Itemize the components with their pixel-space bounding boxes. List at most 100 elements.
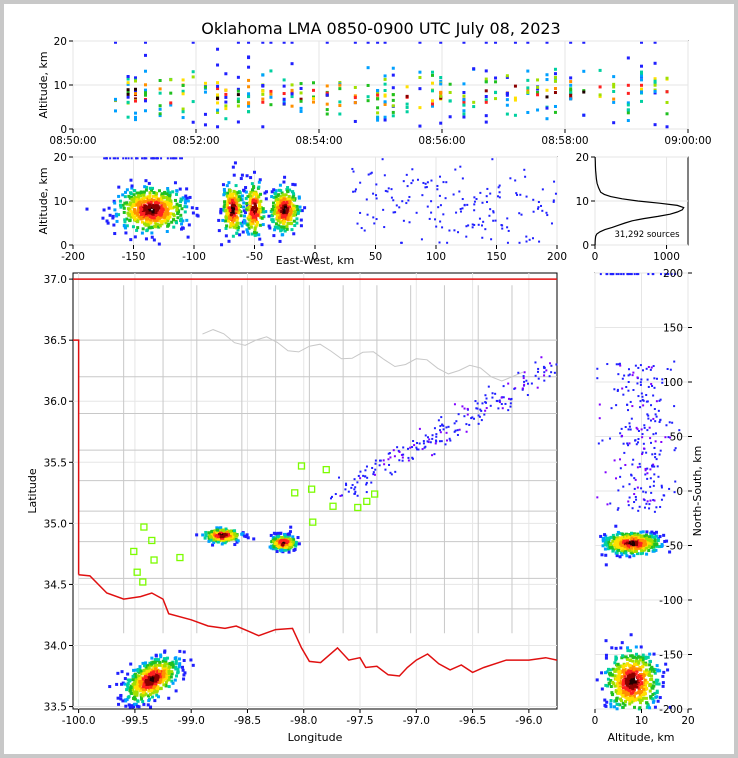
lightning-source xyxy=(619,537,623,541)
lightning-source xyxy=(181,92,185,96)
lightning-source xyxy=(621,686,625,690)
lightning-source xyxy=(654,456,657,459)
lightning-source xyxy=(545,211,548,214)
lightning-source xyxy=(478,217,481,220)
lightning-source xyxy=(637,273,640,276)
lightning-source xyxy=(630,536,634,540)
lightning-source xyxy=(171,663,175,667)
lightning-source xyxy=(127,157,130,160)
lightning-source xyxy=(652,480,655,483)
lightning-source xyxy=(639,534,643,538)
lightning-source xyxy=(433,453,436,456)
lightning-source xyxy=(611,549,615,553)
lightning-source xyxy=(191,70,195,74)
lightning-source xyxy=(261,207,265,211)
lightning-source xyxy=(409,446,412,449)
lightning-source xyxy=(626,56,630,60)
lightning-source xyxy=(615,477,618,480)
lightning-source xyxy=(643,539,647,543)
lightning-source xyxy=(619,539,623,543)
lightning-source xyxy=(274,203,278,207)
lightning-source xyxy=(629,666,633,670)
lightning-source xyxy=(359,211,362,214)
station-marker xyxy=(329,502,337,510)
lightning-source xyxy=(366,41,370,44)
lightning-source xyxy=(325,108,329,112)
lightning-source xyxy=(461,405,464,408)
lightning-source xyxy=(257,206,261,210)
lightning-source xyxy=(191,211,195,215)
lightning-source xyxy=(126,115,130,119)
lightning-source xyxy=(223,219,227,223)
lightning-source xyxy=(272,201,276,205)
lightning-source xyxy=(126,82,130,86)
x-tick-label: -150 xyxy=(122,251,146,263)
lightning-source xyxy=(513,84,517,88)
y-tick-label: -50 xyxy=(666,541,683,553)
lightning-source xyxy=(467,224,470,227)
lightning-source xyxy=(126,100,130,104)
lightning-source xyxy=(618,555,622,559)
lightning-source xyxy=(299,109,303,113)
lightning-source xyxy=(519,193,522,196)
lightning-source xyxy=(430,73,434,77)
lightning-source xyxy=(632,389,635,392)
lightning-source xyxy=(635,652,639,656)
lightning-source xyxy=(224,92,228,96)
lightning-source xyxy=(311,81,315,85)
lightning-source xyxy=(189,658,193,662)
y-tick-label: 33.5 xyxy=(44,702,67,714)
lightning-source xyxy=(484,409,487,412)
lightning-source xyxy=(236,41,240,44)
lightning-source xyxy=(128,196,132,200)
lightning-source xyxy=(143,109,147,113)
lightning-source xyxy=(236,206,240,210)
lightning-source xyxy=(674,273,677,276)
lightning-source xyxy=(182,650,186,654)
lightning-source xyxy=(480,409,483,412)
lightning-source xyxy=(374,459,377,462)
lightning-source xyxy=(146,676,150,680)
lightning-source xyxy=(216,87,220,91)
lightning-source xyxy=(259,206,263,210)
lightning-source xyxy=(287,195,291,199)
lightning-source xyxy=(653,79,657,83)
lightning-source xyxy=(622,668,626,672)
lightning-source xyxy=(150,671,154,675)
lightning-source xyxy=(126,686,130,690)
lightning-source xyxy=(261,41,265,44)
lightning-source xyxy=(135,198,139,202)
lightning-source xyxy=(168,661,172,665)
lightning-source xyxy=(299,99,303,103)
lightning-source xyxy=(612,682,616,686)
lightning-source xyxy=(624,693,628,697)
lightning-source xyxy=(290,62,294,66)
lightning-source xyxy=(141,694,145,698)
lma-figure: Oklahoma LMA 0850-0900 UTC July 08, 2023… xyxy=(4,4,734,754)
lightning-source xyxy=(625,536,629,540)
lightning-source xyxy=(629,428,632,431)
lightning-source xyxy=(387,452,390,455)
lightning-source xyxy=(224,72,228,76)
lightning-source xyxy=(249,222,253,226)
lightning-source xyxy=(635,669,639,673)
lightning-source xyxy=(376,93,380,97)
lightning-source xyxy=(246,230,250,234)
lightning-source xyxy=(611,273,614,276)
lightning-source xyxy=(630,549,634,553)
lightning-source xyxy=(234,184,238,188)
lightning-source xyxy=(621,434,624,437)
lightning-source xyxy=(650,382,653,385)
lightning-source xyxy=(420,238,423,241)
lightning-source xyxy=(620,699,624,703)
lightning-source xyxy=(553,371,556,374)
lightning-source xyxy=(275,550,279,554)
lightning-source xyxy=(276,201,280,205)
lightning-source xyxy=(603,533,607,537)
lightning-source xyxy=(235,221,239,225)
lightning-source xyxy=(143,686,147,690)
lightning-source xyxy=(153,157,156,160)
lightning-source xyxy=(376,41,380,44)
lightning-source xyxy=(637,429,640,432)
lightning-source xyxy=(489,192,492,195)
